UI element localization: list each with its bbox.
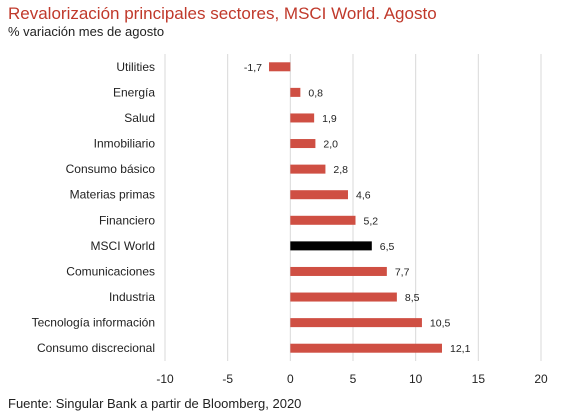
bar [290,139,316,149]
category-label: Tecnología información [32,316,155,330]
category-label: Comunicaciones [66,264,155,278]
data-label: 10,5 [430,318,451,330]
bar [269,62,291,72]
data-label: 4,6 [356,190,371,202]
source-note: Fuente: Singular Bank a partir de Bloomb… [8,396,302,411]
data-label: 7,7 [395,266,410,278]
category-label: Industria [109,290,155,304]
x-tick-label: -10 [156,372,174,386]
x-tick-label: 20 [534,372,548,386]
category-label: Energía [113,85,155,99]
data-label: 0,8 [308,87,323,99]
bar [290,190,348,200]
data-label: 5,2 [364,215,379,227]
data-label: 2,8 [333,164,348,176]
bar [290,343,442,353]
category-label: Salud [124,111,155,125]
bar [290,292,397,302]
category-label: Utilities [116,60,155,74]
bar [290,113,315,123]
category-label: MSCI World [91,239,155,253]
bar [290,164,326,174]
data-label: 6,5 [380,241,395,253]
data-label: 8,5 [405,292,420,304]
data-label: 2,0 [323,139,338,151]
chart-subtitle: % variación mes de agosto [8,24,165,39]
chart-title: Revalorización principales sectores, MSC… [8,4,437,23]
bar [290,241,372,251]
category-label: Materias primas [70,188,155,202]
x-tick-label: 0 [287,372,294,386]
x-tick-label: 5 [350,372,357,386]
data-label: -1,7 [244,62,262,74]
category-label: Consumo discrecional [37,341,155,355]
x-tick-label: 15 [472,372,486,386]
category-label: Financiero [99,213,155,227]
bar [290,266,387,276]
bar [290,87,301,97]
data-label: 1,9 [322,113,337,125]
data-label: 12,1 [450,343,471,355]
category-label: Consumo básico [66,162,156,176]
x-tick-label: -5 [222,372,233,386]
category-label: Inmobiliario [94,137,156,151]
bar [290,318,422,328]
x-tick-label: 10 [409,372,423,386]
bar [290,215,356,225]
